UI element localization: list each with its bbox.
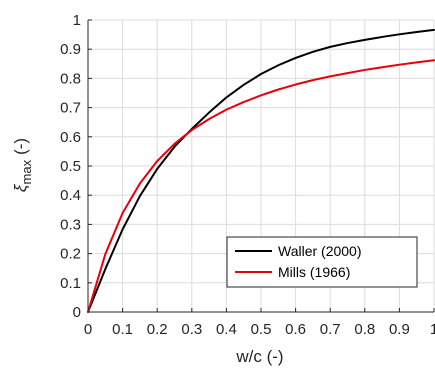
series-line-0 <box>87 28 435 313</box>
y-tick-label: 0.8 <box>60 70 81 87</box>
legend-box <box>226 236 418 288</box>
legend-label-waller: Waller (2000) <box>278 243 362 259</box>
y-tick-label: 0.1 <box>60 275 81 292</box>
x-tick-label: 0.6 <box>285 321 306 338</box>
y-axis-symbol: ξ <box>11 183 30 192</box>
y-axis-unit: (-) <box>11 138 30 155</box>
x-tick-label: 0.5 <box>251 321 272 338</box>
series-lines <box>87 28 435 313</box>
x-tick-label: 0.4 <box>216 321 237 338</box>
y-tick-label: 0.2 <box>60 246 81 263</box>
y-axis-label: ξmax (-) <box>11 138 34 192</box>
series-line-1 <box>87 59 435 313</box>
y-tick-label: 0.6 <box>60 129 81 146</box>
x-tick-label: 0.1 <box>112 321 133 338</box>
y-tick-label: 0.4 <box>60 187 81 204</box>
legend: Waller (2000) Mills (1966) <box>226 236 418 288</box>
y-tick-label: 0.3 <box>60 216 81 233</box>
x-tick-label: 0.8 <box>354 321 375 338</box>
axes <box>87 19 435 313</box>
y-axis-subscript: max <box>19 159 34 184</box>
x-tick-label: 0.2 <box>147 321 168 338</box>
tick-labels: 0 0.1 0.2 0.3 0.4 0.5 0.6 0.7 0.8 0.9 1 0 0.1 0.2 0.3 0… <box>60 12 435 338</box>
y-tick-label: 0.7 <box>60 100 81 117</box>
y-tick-label: 0 <box>73 304 81 321</box>
y-tick-label: 1 <box>73 12 81 29</box>
x-tick-label: 0.7 <box>320 321 341 338</box>
x-tick-label: 1 <box>430 321 435 338</box>
x-tick-label: 0.9 <box>389 321 410 338</box>
x-tick-label: 0 <box>84 321 92 338</box>
y-tick-label: 0.5 <box>60 158 81 175</box>
y-tick-label: 0.9 <box>60 41 81 58</box>
x-axis-label: w/c (-) <box>235 347 283 366</box>
x-tick-label: 0.3 <box>181 321 202 338</box>
legend-label-mills: Mills (1966) <box>278 264 350 280</box>
